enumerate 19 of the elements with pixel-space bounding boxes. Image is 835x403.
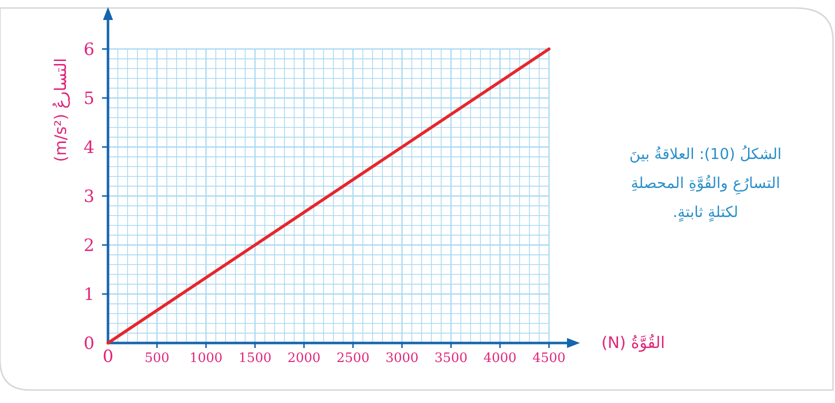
y-tick-label: 1 (84, 285, 94, 305)
x-tick-label: 4500 (532, 351, 566, 366)
x-tick-label: 1000 (189, 351, 223, 366)
y-axis-title: التسارعُ (m/s²) (51, 58, 70, 162)
x-tick-label: 1500 (238, 351, 272, 366)
x-tick-label: 0 (102, 347, 114, 367)
x-tick-label: 3000 (385, 351, 419, 366)
y-tick-label: 2 (84, 236, 94, 256)
y-tick-label: 6 (84, 40, 94, 60)
text: الشكلُ (10): العلاقةُ بينَ التسارُعِ والقُوَّةِ المحصلةِ لكتلةٍ ثابتةٍ. (628, 144, 783, 224)
x-tick-label: 2000 (287, 351, 321, 366)
x-axis-title: القُوَّةُ (N) (601, 333, 665, 352)
x-tick-label: 500 (144, 351, 170, 366)
y-tick-label: 3 (84, 187, 94, 207)
x-tick-label: 4000 (483, 351, 517, 366)
y-tick-label: 5 (84, 89, 94, 109)
y-tick-label: 4 (84, 138, 94, 158)
x-tick-label: 3500 (434, 351, 468, 366)
x-tick-label: 2500 (336, 351, 370, 366)
